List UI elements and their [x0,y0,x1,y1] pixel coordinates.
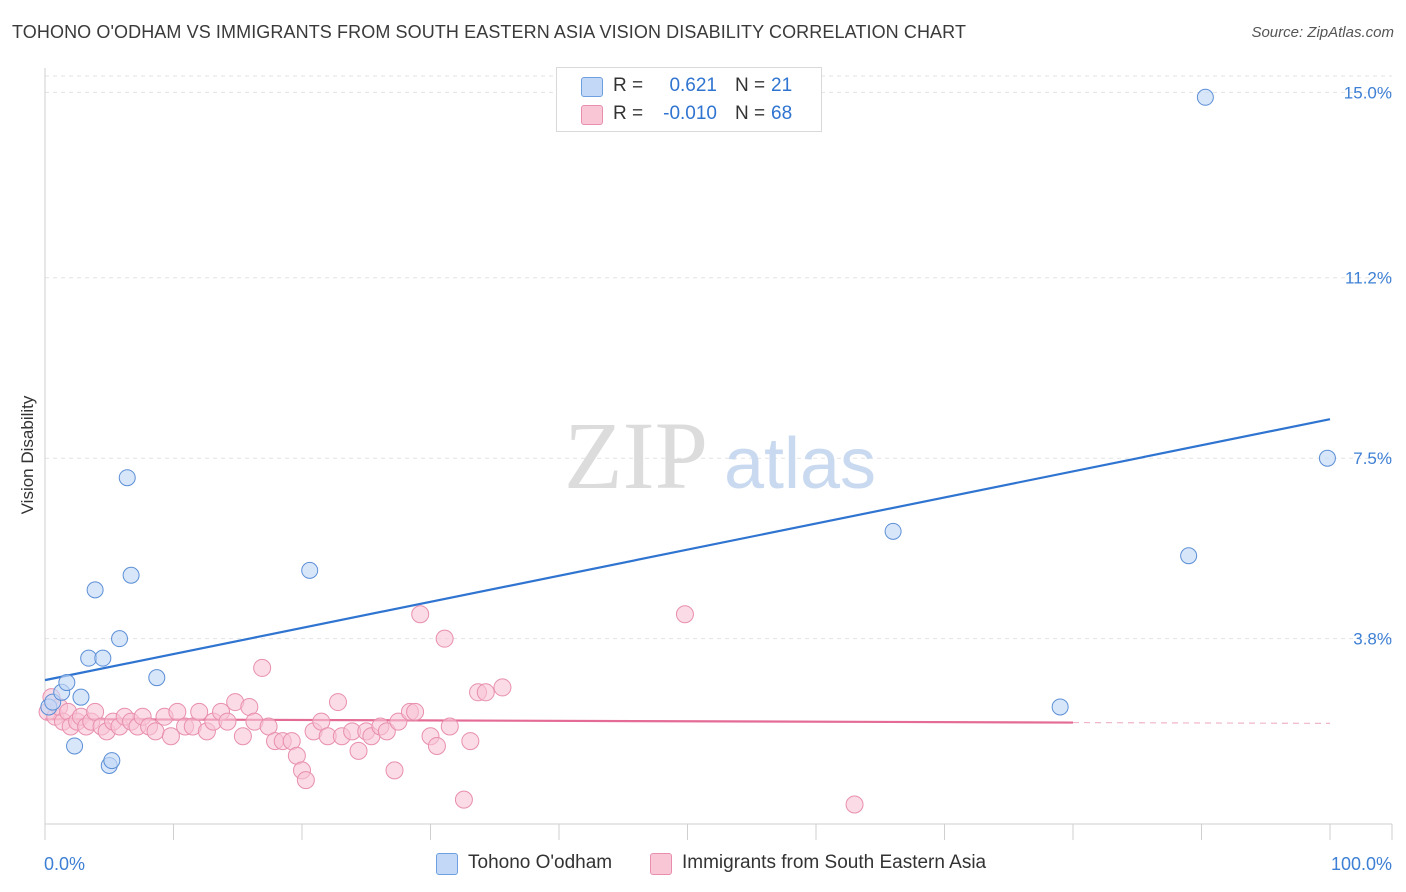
data-point-sea [427,736,446,755]
data-point-tohono [122,566,140,584]
data-point-tohono [94,649,112,667]
data-point-sea [161,727,180,746]
x-tick-label: 100.0% [1331,854,1392,874]
data-point-tohono [1180,547,1198,565]
series-swatch-blue [436,853,458,875]
legend-row-tohono: R = 0.621 N = 21 [557,74,821,100]
data-point-sea [461,732,480,751]
y-tick-label: 7.5% [1353,449,1392,468]
legend-swatch-pink [581,105,603,125]
data-point-tohono [301,561,319,579]
legend-swatch-blue [581,77,603,97]
watermark: ZIP atlas [564,402,876,509]
legend-r-value: -0.010 [663,103,717,124]
data-point-sea [349,741,368,760]
data-point-sea [411,605,430,624]
data-point-tohono [80,649,98,667]
y-tick-label: 3.8% [1353,630,1392,649]
data-point-tohono [1196,88,1214,106]
data-point-sea [146,722,165,741]
legend-r-label: R = [613,103,644,124]
series-swatch-pink [650,853,672,875]
data-point-tohono [103,752,121,770]
data-point-tohono [86,581,104,599]
data-point-sea [296,771,315,790]
y-tick-label: 11.2% [1345,269,1392,288]
data-point-sea [675,605,694,624]
data-point-tohono [58,674,76,692]
data-points [38,88,1336,814]
data-point-tohono [66,737,84,755]
data-point-tohono [148,669,166,687]
legend-n-label: N = [735,103,766,124]
data-point-sea [454,790,473,809]
legend-row-sea: R = -0.010 N = 68 [557,102,821,128]
data-point-sea [253,658,272,677]
data-point-tohono [118,469,136,487]
data-point-sea [168,702,187,721]
data-point-sea [385,761,404,780]
source-credit: Source: ZipAtlas.com [1251,24,1394,41]
chart-title: TOHONO O'ODHAM VS IMMIGRANTS FROM SOUTH … [12,22,967,42]
data-point-sea [476,683,495,702]
data-point-sea [218,712,237,731]
data-point-sea [233,727,252,746]
correlation-legend: R = 0.621 N = 21 R = -0.010 N = 68 [556,67,822,132]
data-point-tohono [1318,449,1336,467]
watermark-zip: ZIP [564,402,708,509]
y-tick-label: 15.0% [1344,83,1392,102]
trend-line-sea-extension [1072,721,1331,725]
data-point-sea [377,722,396,741]
trend-line-tohono [44,418,1331,682]
data-point-sea [493,678,512,697]
legend-n-value: 21 [771,75,793,96]
data-point-tohono [111,630,129,648]
data-point-sea [440,717,459,736]
data-point-sea [190,702,209,721]
data-point-sea [845,795,864,814]
data-point-tohono [884,522,902,540]
x-tick-label: 0.0% [44,854,85,874]
data-point-sea [435,629,454,648]
series-label-tohono: Tohono O'odham [468,852,613,873]
legend-n-value: 68 [771,103,793,124]
legend-r-value: 0.621 [669,75,717,96]
data-point-sea [389,712,408,731]
legend-n-label: N = [735,75,766,96]
data-point-sea [328,693,347,712]
data-point-sea [406,702,425,721]
y-axis-label: Vision Disability [18,395,37,515]
watermark-atlas: atlas [724,424,876,504]
series-label-sea: Immigrants from South Eastern Asia [682,852,987,873]
legend-r-label: R = [613,75,644,96]
data-point-tohono [1051,698,1069,716]
data-point-tohono [72,688,90,706]
tick-labels: 3.8% 7.5% 11.2% 15.0% 0.0% 100.0% [44,83,1392,874]
